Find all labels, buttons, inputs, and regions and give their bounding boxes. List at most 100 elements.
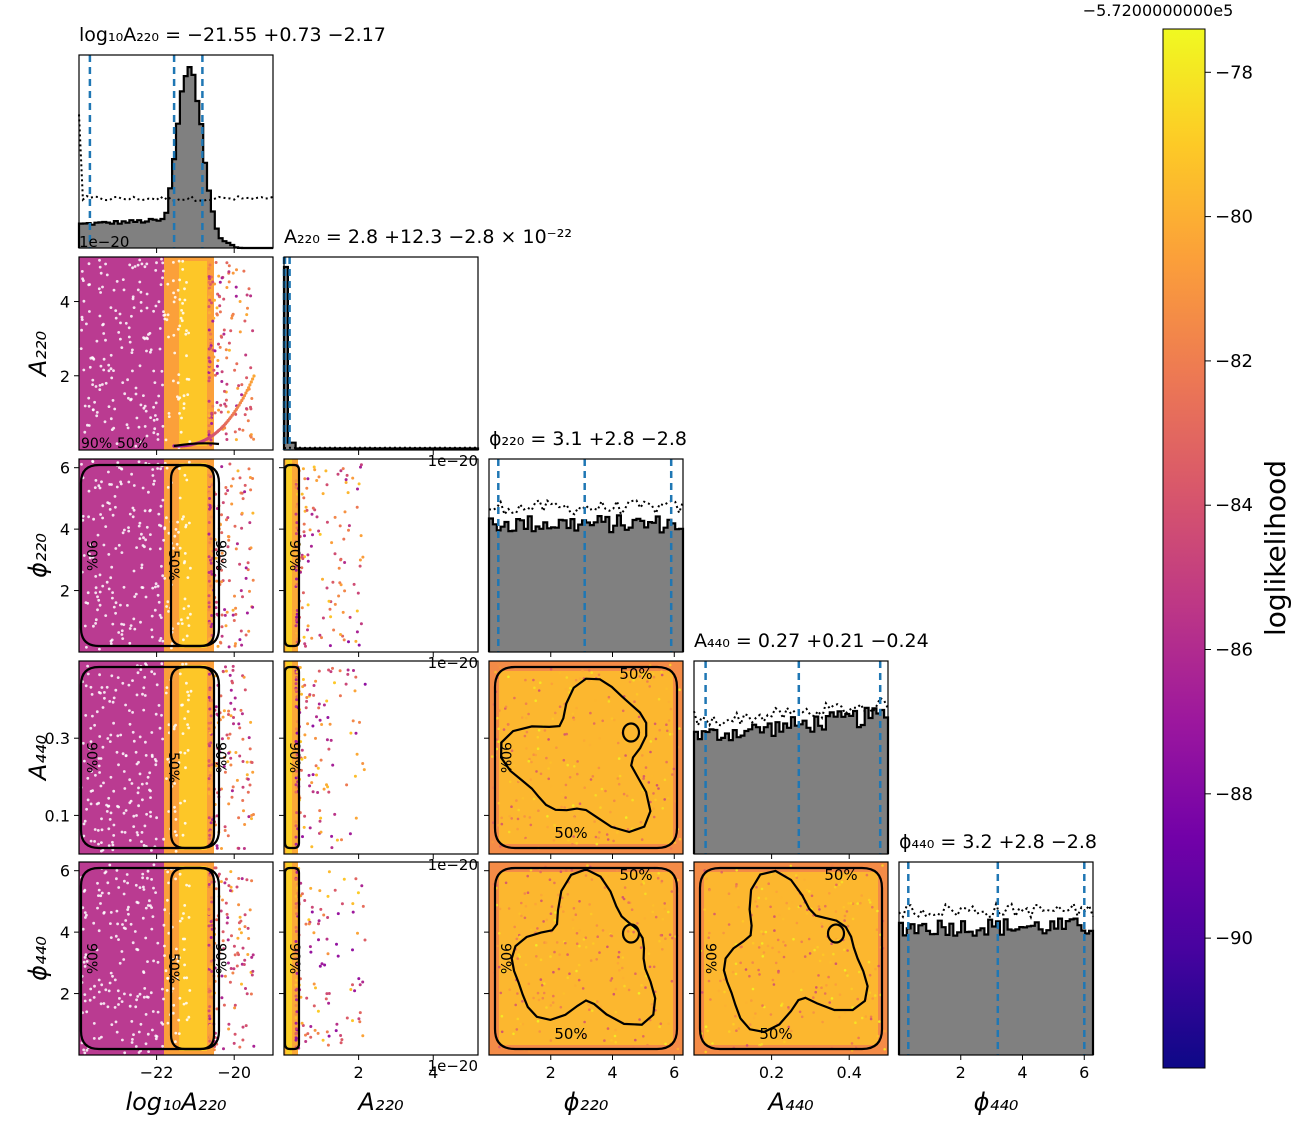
- posterior-point: [621, 966, 624, 970]
- posterior-point: [734, 903, 737, 907]
- posterior-point: [294, 482, 298, 486]
- posterior-point: [860, 1016, 864, 1020]
- posterior-point-light: [113, 495, 117, 498]
- posterior-point: [869, 1015, 873, 1019]
- posterior-point: [739, 945, 743, 949]
- posterior-point-light: [171, 958, 175, 961]
- posterior-point: [245, 293, 249, 297]
- posterior-point: [819, 984, 823, 987]
- histogram-bar: [141, 222, 146, 248]
- posterior-point: [326, 916, 330, 919]
- posterior-point-light: [141, 916, 145, 920]
- prior-histogram: [488, 498, 684, 517]
- histogram-bar: [191, 74, 196, 249]
- posterior-point-light: [179, 316, 183, 320]
- posterior-point: [220, 568, 223, 572]
- posterior-point: [208, 336, 212, 340]
- posterior-point: [736, 886, 740, 890]
- posterior-point: [217, 408, 221, 412]
- posterior-point-light: [107, 369, 111, 373]
- posterior-point: [221, 930, 225, 934]
- posterior-point-light: [152, 309, 156, 313]
- posterior-point: [310, 512, 314, 516]
- posterior-point: [306, 628, 309, 632]
- posterior-point-light: [142, 686, 146, 690]
- posterior-point: [843, 1011, 847, 1014]
- posterior-point: [835, 883, 838, 887]
- posterior-point: [207, 414, 211, 418]
- density-core-peak: [286, 862, 292, 1055]
- histogram-bar: [574, 530, 579, 652]
- posterior-point: [632, 930, 635, 934]
- posterior-point: [207, 555, 211, 559]
- posterior-point: [207, 601, 211, 605]
- panel-frame: [488, 861, 684, 1056]
- posterior-point: [540, 983, 544, 987]
- posterior-point: [558, 829, 562, 832]
- posterior-point-light: [119, 733, 123, 737]
- posterior-point: [300, 692, 303, 696]
- histogram-bar: [1073, 918, 1078, 1055]
- posterior-point: [525, 747, 528, 750]
- posterior-point: [668, 933, 672, 936]
- posterior-point: [598, 737, 601, 740]
- posterior-point: [325, 586, 329, 590]
- posterior-point: [522, 902, 526, 905]
- posterior-point: [641, 880, 645, 883]
- posterior-point: [241, 799, 245, 802]
- posterior-point: [530, 928, 533, 932]
- posterior-point: [213, 866, 217, 870]
- posterior-point-light: [142, 844, 146, 847]
- posterior-point: [237, 384, 241, 388]
- posterior-point: [351, 948, 354, 952]
- posterior-point: [593, 1000, 596, 1003]
- posterior-point-light: [142, 885, 145, 889]
- posterior-point-light: [103, 420, 107, 424]
- posterior-point: [572, 835, 575, 838]
- posterior-point-light: [112, 696, 116, 700]
- posterior-point-light: [110, 483, 113, 486]
- posterior-point: [210, 880, 214, 884]
- posterior-point: [233, 594, 236, 598]
- posterior-point: [319, 758, 323, 762]
- posterior-point-light: [106, 881, 110, 885]
- posterior-point-light: [107, 553, 111, 556]
- posterior-point: [236, 469, 240, 473]
- posterior-point: [525, 716, 528, 720]
- posterior-point: [646, 1043, 649, 1047]
- posterior-point: [320, 723, 324, 726]
- posterior-point: [661, 917, 665, 921]
- posterior-point: [843, 919, 846, 922]
- posterior-point-light: [185, 1018, 189, 1022]
- posterior-point: [294, 978, 298, 982]
- posterior-point: [300, 1021, 304, 1025]
- posterior-point-light: [86, 601, 90, 605]
- posterior-point: [494, 670, 497, 674]
- posterior-point-light: [174, 818, 178, 821]
- posterior-point-light: [150, 878, 154, 881]
- posterior-point: [603, 886, 607, 889]
- posterior-point: [354, 816, 358, 820]
- posterior-point: [592, 722, 596, 725]
- posterior-point-light: [80, 328, 83, 332]
- density-core-peak: [286, 661, 292, 854]
- posterior-point: [319, 816, 323, 820]
- posterior-point-light: [109, 576, 113, 580]
- posterior-point: [878, 1020, 881, 1023]
- posterior-point-light: [141, 586, 145, 589]
- posterior-point: [225, 356, 229, 360]
- posterior-point-light: [137, 804, 141, 808]
- posterior-point: [208, 731, 212, 735]
- posterior-point-light: [156, 960, 160, 964]
- posterior-point: [230, 789, 234, 793]
- posterior-point: [722, 931, 725, 935]
- posterior-point: [207, 621, 211, 625]
- posterior-point: [310, 845, 314, 849]
- posterior-point: [845, 910, 849, 913]
- posterior-point: [340, 1038, 344, 1042]
- posterior-point: [622, 792, 626, 796]
- posterior-point-light: [142, 406, 146, 410]
- posterior-point-light: [99, 364, 103, 368]
- posterior-point: [226, 938, 230, 942]
- posterior-point: [762, 932, 765, 936]
